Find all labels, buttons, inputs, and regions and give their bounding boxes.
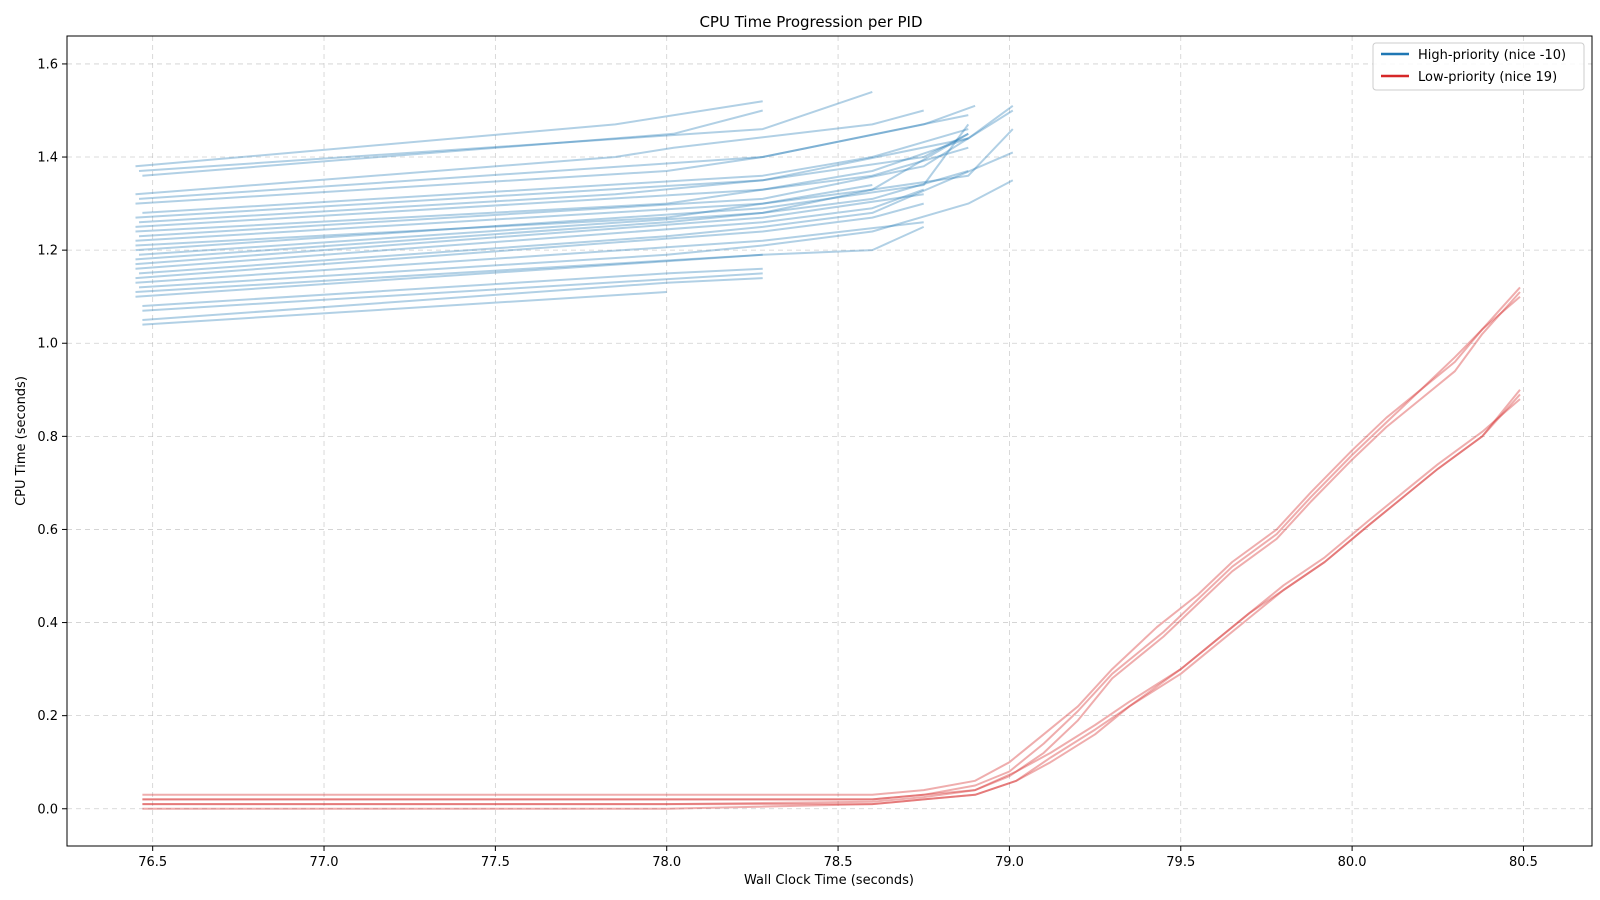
x-tick-label: 80.5 — [1509, 855, 1538, 870]
high-priority-pid-line-12 — [138, 109, 1014, 238]
high-priority-pid-line-19 — [135, 188, 925, 270]
plot-frame — [66, 35, 1593, 847]
y-tick-label: 1.4 — [37, 151, 58, 166]
high-priority-pid-line-28 — [142, 277, 763, 321]
low-priority-pid-line-1 — [142, 286, 1521, 796]
plot-series — [135, 90, 1521, 810]
high-priority-pid-line-10 — [135, 146, 969, 228]
low-priority-pid-line-5 — [142, 393, 1521, 806]
y-tick-label: 0.6 — [37, 523, 58, 538]
high-priority-pid-line-18 — [135, 193, 924, 266]
high-priority-pid-line-25 — [135, 253, 763, 298]
y-tick-label: 0.0 — [37, 802, 58, 817]
y-tick-label: 1.6 — [37, 57, 58, 72]
high-priority-pid-line-2 — [138, 90, 873, 172]
chart-title: CPU Time Progression per PID — [699, 13, 922, 31]
high-priority-pid-line-9 — [138, 132, 969, 224]
grid-lines — [67, 36, 1592, 846]
low-priority-pid-line-4 — [142, 389, 1521, 801]
x-tick-label: 77.0 — [310, 855, 339, 870]
low-priority-pid-line-2 — [142, 295, 1521, 801]
high-priority-pid-line-3 — [142, 109, 763, 177]
high-priority-pid-line-22 — [135, 221, 924, 284]
high-priority-pid-line-8 — [135, 104, 1014, 219]
x-tick-label: 77.5 — [481, 855, 510, 870]
x-tick-label: 76.5 — [138, 855, 167, 870]
high-priority-pid-line-20 — [138, 151, 1014, 275]
high-priority-pid-line-16 — [138, 170, 969, 256]
low-priority-pid-line-6 — [142, 398, 1521, 810]
y-tick-label: 0.8 — [37, 430, 58, 445]
y-tick-label: 0.2 — [37, 709, 58, 724]
legend-label-high-priority: High-priority (nice -10) — [1418, 48, 1566, 63]
high-priority-pid-line-5 — [138, 104, 976, 200]
y-axis-label: CPU Time (seconds) — [14, 376, 29, 506]
x-tick-label: 78.0 — [652, 855, 681, 870]
high-priority-pid-line-26 — [142, 267, 763, 307]
high-priority-pid-line-4 — [135, 109, 924, 196]
x-tick-label: 79.5 — [1166, 855, 1195, 870]
x-tick-label: 78.5 — [824, 855, 853, 870]
high-priority-pid-line-1 — [135, 100, 763, 168]
high-priority-pid-line-29 — [142, 291, 667, 326]
high-priority-pid-line-13 — [135, 132, 969, 242]
axis-ticks: 76.5 77.0 77.5 78.0 78.5 79.0 79.5 80.0 80.5 0.0 0… — [37, 57, 1538, 870]
high-priority-pid-line-15 — [135, 123, 970, 252]
high-priority-pid-line-6 — [135, 114, 969, 205]
high-priority-pid-line-11 — [135, 137, 969, 233]
x-tick-label: 79.0 — [995, 855, 1024, 870]
legend-label-low-priority: Low-priority (nice 19) — [1418, 70, 1557, 85]
high-priority-pid-line-27 — [142, 272, 763, 312]
legend: High-priority (nice -10) Low-priority (n… — [1372, 42, 1585, 91]
x-tick-label: 80.0 — [1338, 855, 1367, 870]
x-axis-label: Wall Clock Time (seconds) — [744, 873, 914, 888]
high-priority-pid-line-17 — [135, 128, 1014, 261]
y-tick-label: 1.2 — [37, 244, 58, 259]
legend-box — [1372, 42, 1585, 91]
y-tick-label: 1.0 — [37, 337, 58, 352]
high-priority-pid-line-21 — [135, 202, 924, 280]
high-priority-pid-line-24 — [135, 225, 925, 293]
low-priority-pid-line-3 — [142, 291, 1521, 806]
y-tick-label: 0.4 — [37, 616, 58, 631]
high-priority-pid-line-23 — [138, 179, 1014, 289]
high-priority-pid-line-7 — [142, 128, 969, 214]
high-priority-pid-line-14 — [135, 184, 873, 247]
